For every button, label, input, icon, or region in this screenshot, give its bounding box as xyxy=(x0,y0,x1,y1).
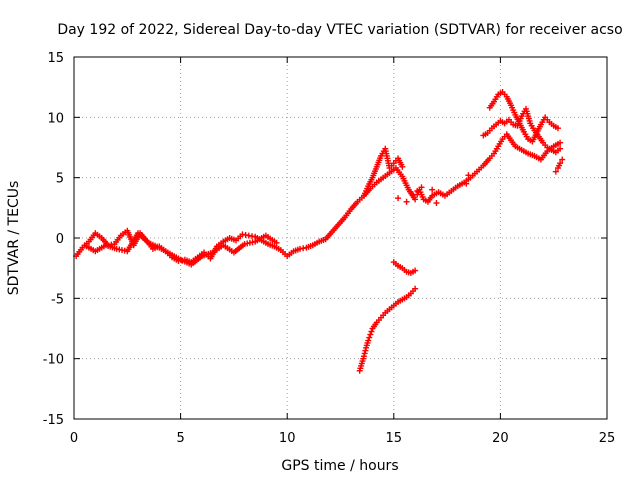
data-point xyxy=(559,156,566,163)
data-points xyxy=(73,88,566,374)
data-point xyxy=(360,353,367,360)
y-tick-label: 0 xyxy=(56,232,64,247)
y-tick-label: 10 xyxy=(47,111,64,126)
data-point xyxy=(361,350,368,357)
y-tick-label: 5 xyxy=(56,172,64,187)
data-point xyxy=(554,125,561,132)
x-axis-label: GPS time / hours xyxy=(281,458,398,474)
chart-title: Day 192 of 2022, Sidereal Day-to-day VTE… xyxy=(57,22,622,38)
x-tick-label: 10 xyxy=(279,431,296,446)
data-point xyxy=(403,198,410,205)
data-point xyxy=(557,139,564,146)
data-point xyxy=(429,186,436,193)
data-point xyxy=(273,239,280,246)
data-point xyxy=(365,337,372,344)
x-tick-label: 20 xyxy=(492,431,509,446)
x-tick-label: 5 xyxy=(176,431,184,446)
plot-frame xyxy=(73,56,608,420)
data-point xyxy=(418,184,425,191)
y-tick-label: -15 xyxy=(43,413,64,428)
data-point xyxy=(367,331,374,338)
y-tick-label: -10 xyxy=(43,353,64,368)
x-tick-label: 15 xyxy=(386,431,403,446)
y-tick-label: 15 xyxy=(47,51,64,66)
data-point xyxy=(409,191,416,198)
x-tick-label: 25 xyxy=(599,431,616,446)
data-point xyxy=(395,195,402,202)
data-point xyxy=(412,267,419,274)
data-point xyxy=(399,163,406,170)
data-point xyxy=(412,285,419,292)
x-tick-label: 0 xyxy=(70,431,78,446)
data-point xyxy=(552,168,559,175)
y-axis-label: SDTVAR / TECUs xyxy=(6,181,22,296)
y-tick-label: -5 xyxy=(51,292,64,307)
data-point xyxy=(557,145,564,152)
data-point xyxy=(557,160,564,167)
data-point xyxy=(433,200,440,207)
data-point xyxy=(463,180,470,187)
data-point xyxy=(366,334,373,341)
data-point xyxy=(412,196,419,203)
grid-lines xyxy=(74,57,607,419)
data-point xyxy=(414,187,421,194)
data-point xyxy=(465,172,472,179)
data-point xyxy=(368,328,375,335)
data-point xyxy=(362,347,369,354)
